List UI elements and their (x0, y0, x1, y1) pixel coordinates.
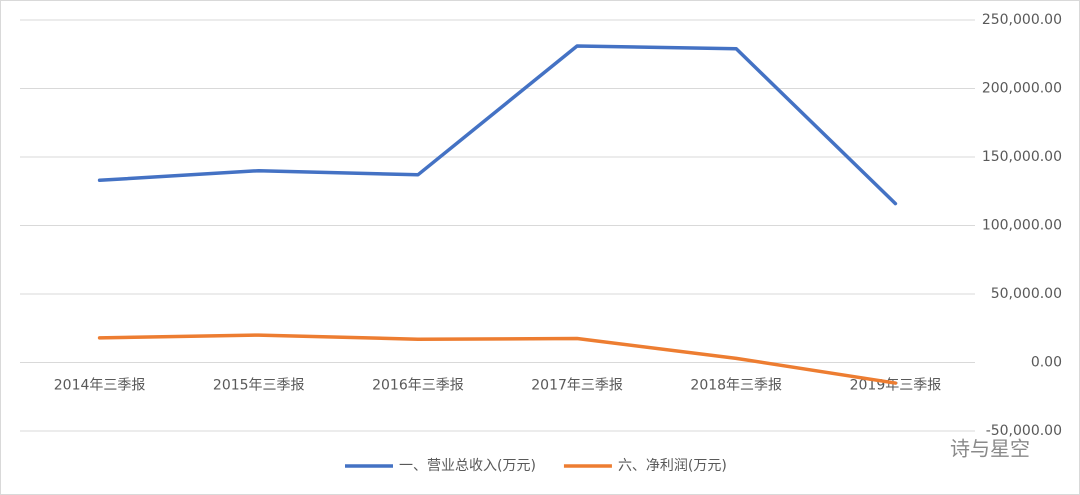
legend-label: 六、净利润(万元) (618, 458, 727, 474)
legend-label: 一、营业总收入(万元) (399, 458, 536, 474)
watermark: 诗与星空 (950, 437, 1030, 461)
y-tick-label: 100,000.00 (982, 218, 1062, 234)
data-line (97, 333, 898, 385)
x-tick-label: 2014年三季报 (54, 378, 146, 394)
y-tick-label: 0.00 (1031, 355, 1062, 371)
y-tick-label: 50,000.00 (991, 286, 1062, 302)
y-tick-label: 250,000.00 (982, 12, 1062, 28)
y-tick-label: 150,000.00 (982, 149, 1062, 165)
y-tick-label: 200,000.00 (982, 81, 1062, 97)
y-tick-label: -50,000.00 (986, 423, 1062, 439)
x-tick-label: 2017年三季报 (531, 378, 623, 394)
x-tick-label: 2019年三季报 (850, 378, 942, 394)
x-tick-label: 2015年三季报 (213, 378, 305, 394)
data-line (97, 44, 898, 206)
x-tick-label: 2018年三季报 (690, 378, 782, 394)
x-tick-label: 2016年三季报 (372, 378, 464, 394)
